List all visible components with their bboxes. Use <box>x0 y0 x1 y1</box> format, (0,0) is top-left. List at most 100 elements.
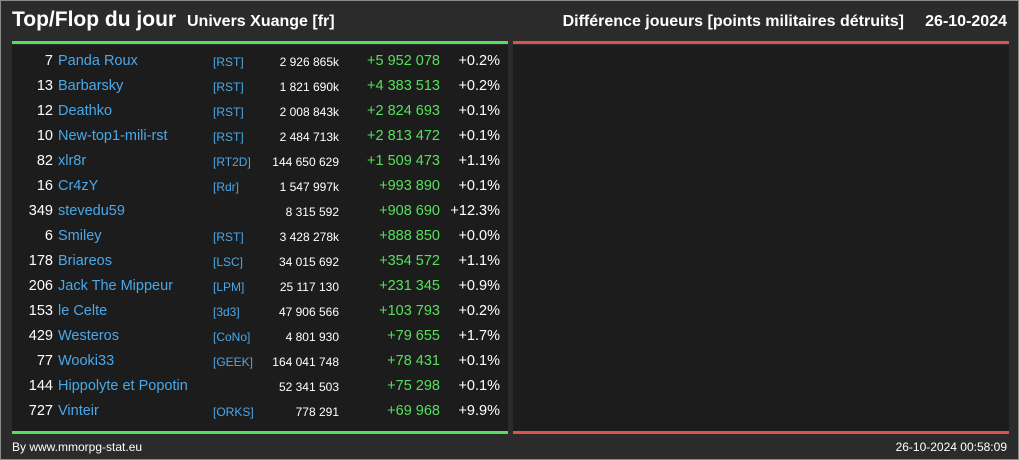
rank-cell: 12 <box>36 103 53 119</box>
top-divider-red <box>513 41 1009 44</box>
rank-cell: 144 <box>28 378 53 394</box>
bottom-divider-green <box>12 431 508 434</box>
alliance-link[interactable]: [RST] <box>213 230 244 244</box>
player-name-link[interactable]: Cr4zY <box>58 178 99 194</box>
percent-cell: +0.1% <box>458 128 500 144</box>
rank-cell: 13 <box>36 78 53 94</box>
points-cell: 34 015 692 <box>278 255 339 269</box>
percent-cell: +0.2% <box>458 78 500 94</box>
rank-cell: 6 <box>44 228 53 244</box>
alliance-link[interactable]: [RST] <box>213 55 244 69</box>
player-name-link[interactable]: Jack The Mippeur <box>58 278 173 294</box>
table-row: 77 Wooki33 [GEEK] 164 041 748 +78 431 +0.1% <box>12 348 508 373</box>
points-cell: 4 801 930 <box>285 330 339 344</box>
top-list: 7 Panda Roux [RST] 2 926 865k +5 952 078 +0.2… <box>12 48 508 423</box>
diff-cell: +69 968 <box>387 403 440 419</box>
diff-cell: +2 824 693 <box>367 103 440 119</box>
points-cell: 52 341 503 <box>278 380 339 394</box>
diff-cell: +1 509 473 <box>367 153 440 169</box>
table-row: 429 Westeros [CoNo] 4 801 930 +79 655 +1.7% <box>12 323 508 348</box>
table-row: 178 Briareos [LSC] 34 015 692 +354 572 +1.1% <box>12 248 508 273</box>
flop-panel <box>513 45 1009 431</box>
player-name-link[interactable]: New-top1-mili-rst <box>58 128 168 144</box>
table-row: 12 Deathko [RST] 2 008 843k +2 824 693 +0.1% <box>12 98 508 123</box>
alliance-link[interactable]: [CoNo] <box>213 330 251 344</box>
rank-cell: 82 <box>36 153 53 169</box>
percent-cell: +0.1% <box>458 178 500 194</box>
player-name-link[interactable]: Hippolyte et Popotin <box>58 378 188 394</box>
diff-cell: +75 298 <box>387 378 440 394</box>
percent-cell: +0.1% <box>458 378 500 394</box>
table-row: 153 le Celte [3d3] 47 906 566 +103 793 +0.2% <box>12 298 508 323</box>
points-cell: 47 906 566 <box>278 305 339 319</box>
points-cell: 2 008 843k <box>279 105 339 119</box>
alliance-link[interactable]: [ORKS] <box>213 405 254 419</box>
diff-cell: +231 345 <box>379 278 440 294</box>
player-name-link[interactable]: Smiley <box>58 228 102 244</box>
table-row: 727 Vinteir [ORKS] 778 291 +69 968 +9.9% <box>12 398 508 423</box>
player-name-link[interactable]: Deathko <box>58 103 113 119</box>
percent-cell: +9.9% <box>458 403 500 419</box>
player-name-link[interactable]: Westeros <box>58 328 119 344</box>
rank-cell: 206 <box>28 278 53 294</box>
diff-cell: +5 952 078 <box>367 53 440 69</box>
alliance-link[interactable]: [RST] <box>213 105 244 119</box>
table-row: 206 Jack The Mippeur [LPM] 25 117 130 +231 3… <box>12 273 508 298</box>
percent-cell: +0.1% <box>458 353 500 369</box>
points-cell: 25 117 130 <box>279 280 339 294</box>
percent-cell: +1.1% <box>458 153 500 169</box>
table-row: 349 stevedu59 8 315 592 +908 690 +12.3% <box>12 198 508 223</box>
alliance-link[interactable]: [LSC] <box>213 255 244 269</box>
alliance-link[interactable]: [Rdr] <box>213 180 240 194</box>
alliance-link[interactable]: [RST] <box>213 80 244 94</box>
points-cell: 2 926 865k <box>279 55 339 69</box>
header-date: 26-10-2024 <box>925 13 1007 30</box>
rank-cell: 10 <box>36 128 53 144</box>
diff-cell: +354 572 <box>379 253 440 269</box>
alliance-link[interactable]: [RT2D] <box>213 155 251 169</box>
player-name-link[interactable]: le Celte <box>58 303 108 319</box>
points-cell: 8 315 592 <box>285 205 339 219</box>
page-title: Top/Flop du jour <box>12 8 177 31</box>
alliance-link[interactable]: [3d3] <box>213 305 240 319</box>
footer-timestamp: 26-10-2024 00:58:09 <box>895 440 1007 454</box>
diff-cell: +908 690 <box>379 203 440 219</box>
table-row: 13 Barbarsky [RST] 1 821 690k +4 383 513 +0.2… <box>12 73 508 98</box>
points-cell: 1 821 690k <box>279 80 339 94</box>
bottom-divider-red <box>513 431 1009 434</box>
alliance-link[interactable]: [RST] <box>213 130 244 144</box>
diff-cell: +2 813 472 <box>367 128 440 144</box>
player-name-link[interactable]: Panda Roux <box>58 53 138 69</box>
percent-cell: +0.9% <box>458 278 500 294</box>
rank-cell: 429 <box>28 328 53 344</box>
table-row: 16 Cr4zY [Rdr] 1 547 997k +993 890 +0.1% <box>12 173 508 198</box>
diff-cell: +78 431 <box>387 353 440 369</box>
points-cell: 2 484 713k <box>279 130 339 144</box>
player-name-link[interactable]: xlr8r <box>58 153 87 169</box>
percent-cell: +0.1% <box>458 103 500 119</box>
metric-label: Différence joueurs [points militaires dé… <box>562 13 904 30</box>
points-cell: 3 428 278k <box>279 230 339 244</box>
alliance-link[interactable]: [GEEK] <box>213 355 254 369</box>
player-name-link[interactable]: Wooki33 <box>58 353 115 369</box>
rank-cell: 16 <box>36 178 53 194</box>
alliance-link[interactable]: [LPM] <box>213 280 245 294</box>
points-cell: 778 291 <box>295 405 339 419</box>
percent-cell: +0.0% <box>458 228 500 244</box>
player-name-link[interactable]: Briareos <box>58 253 112 269</box>
rank-cell: 7 <box>44 53 53 69</box>
player-name-link[interactable]: Barbarsky <box>58 78 124 94</box>
points-cell: 144 650 629 <box>272 155 339 169</box>
diff-cell: +993 890 <box>379 178 440 194</box>
percent-cell: +0.2% <box>458 53 500 69</box>
points-cell: 1 547 997k <box>279 180 339 194</box>
player-name-link[interactable]: stevedu59 <box>58 203 125 219</box>
table-row: 6 Smiley [RST] 3 428 278k +888 850 +0.0% <box>12 223 508 248</box>
credit-link[interactable]: By www.mmorpg-stat.eu <box>12 440 143 454</box>
diff-cell: +103 793 <box>379 303 440 319</box>
diff-cell: +888 850 <box>379 228 440 244</box>
percent-cell: +12.3% <box>450 203 500 219</box>
player-name-link[interactable]: Vinteir <box>58 403 99 419</box>
rank-cell: 178 <box>28 253 53 269</box>
percent-cell: +0.2% <box>458 303 500 319</box>
